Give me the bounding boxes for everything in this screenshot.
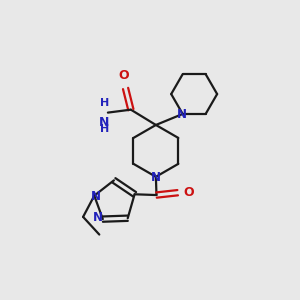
Text: O: O — [184, 186, 194, 199]
Text: N: N — [91, 190, 100, 203]
Text: N: N — [92, 211, 103, 224]
Text: H: H — [100, 124, 109, 134]
Text: O: O — [119, 69, 129, 82]
Text: H: H — [100, 98, 109, 109]
Text: N: N — [99, 116, 110, 128]
Text: N: N — [176, 108, 187, 121]
Text: N: N — [151, 171, 161, 184]
